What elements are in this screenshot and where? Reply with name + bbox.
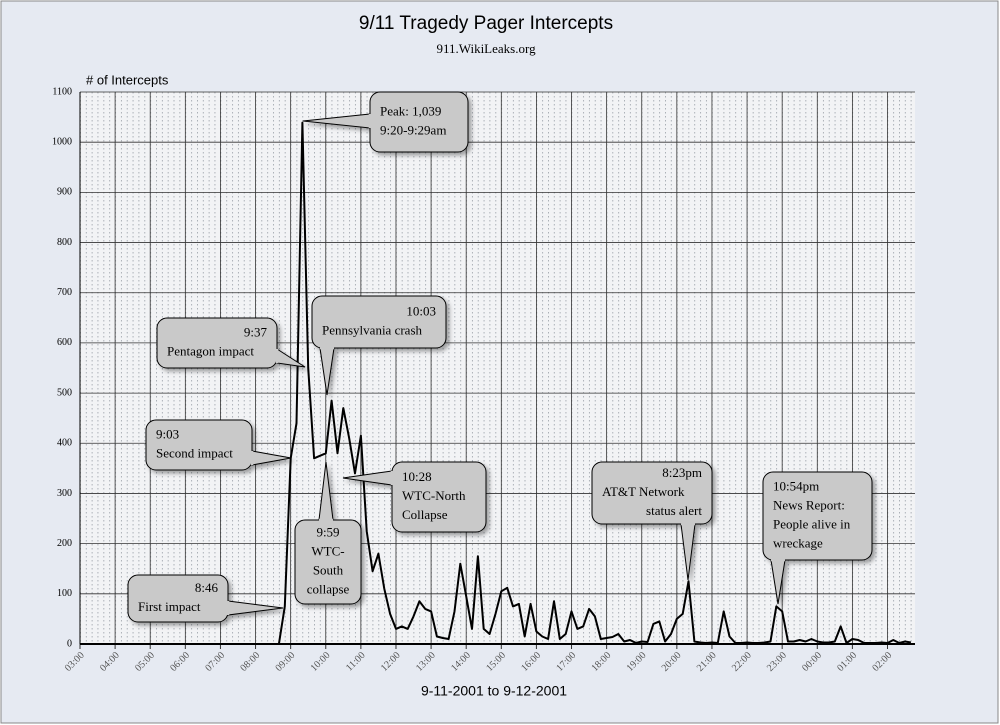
callout-text: 9:20-9:29am: [380, 122, 446, 137]
y-tick-label: 600: [57, 337, 72, 348]
callout-text: 9:59: [316, 524, 339, 539]
callout-text: News Report:: [773, 497, 845, 512]
callout-text: AT&T Network: [602, 484, 685, 499]
callout-text: WTC-North: [402, 488, 466, 503]
callout: [145, 419, 292, 471]
callout-box: [591, 461, 713, 525]
annotations: Peak: 1,039 9:20-9:29am 9:37 Pentagon impac…: [127, 91, 873, 623]
callout-text: People alive in: [773, 516, 851, 531]
callout-text: Pentagon impact: [167, 343, 254, 358]
callout: [127, 574, 284, 623]
callout-text: collapse: [307, 581, 350, 596]
callout-text: Collapse: [402, 507, 448, 522]
callout-box: [762, 471, 873, 561]
callout: [302, 91, 469, 153]
callout-box: [127, 574, 229, 623]
callout-text: 9:03: [156, 426, 179, 441]
callout-box: [391, 461, 487, 533]
y-axis-label: # of Intercepts: [86, 72, 169, 87]
callout: [156, 317, 306, 369]
y-tick-label: 1000: [52, 136, 72, 147]
callout-text: 9:37: [244, 324, 268, 339]
callout-text: South: [313, 562, 344, 577]
chart-subtitle: 911.WikiLeaks.org: [436, 41, 536, 56]
y-tick-label: 1100: [52, 86, 72, 97]
callout-text: Peak: 1,039: [380, 103, 441, 118]
series: [80, 121, 912, 645]
callout-text: 8:23pm: [662, 465, 702, 480]
y-tick-label: 200: [57, 538, 72, 549]
y-tick-label: 700: [57, 287, 72, 298]
callout-box: [311, 295, 447, 349]
callout-text: 10:28: [402, 469, 432, 484]
callout-box: [145, 419, 253, 471]
callout-text: First impact: [138, 599, 201, 614]
callout-text: 8:46: [195, 580, 219, 595]
callout: [342, 461, 487, 533]
callout: [311, 295, 447, 396]
callout: [294, 461, 362, 605]
chart-title: 9/11 Tragedy Pager Intercepts: [359, 13, 613, 34]
callout-text: 10:54pm: [773, 478, 819, 493]
callout-text: 10:03: [406, 303, 436, 318]
y-tick-label: 900: [57, 187, 72, 198]
callout-text: Second impact: [156, 445, 233, 460]
data-line: [80, 121, 912, 645]
y-tick-label: 100: [57, 588, 72, 599]
callout: [762, 471, 873, 605]
y-tick-label: 800: [57, 237, 72, 248]
callout: [591, 461, 713, 581]
x-axis-label: 9-11-2001 to 9-12-2001: [421, 683, 567, 699]
y-tick-label: 0: [67, 638, 72, 649]
callout-text: Pennsylvania crash: [322, 322, 423, 337]
callout-text: WTC-: [311, 543, 344, 558]
y-tick-label: 400: [57, 438, 72, 449]
callout-box: [156, 317, 278, 369]
callout-text: status alert: [646, 503, 702, 518]
y-tick-label: 500: [57, 387, 72, 398]
callout-text: wreckage: [773, 535, 823, 550]
y-tick-label: 300: [57, 488, 72, 499]
